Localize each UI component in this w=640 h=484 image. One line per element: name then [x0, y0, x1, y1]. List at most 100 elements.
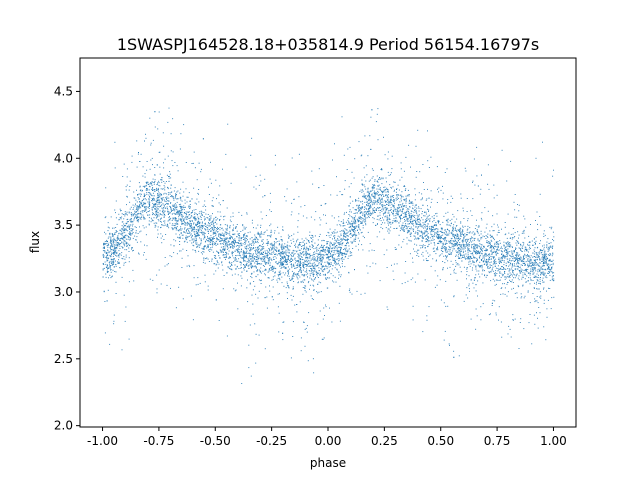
- data-point: [279, 263, 281, 265]
- data-point: [155, 225, 157, 227]
- data-point: [260, 180, 262, 182]
- data-point: [528, 235, 530, 237]
- data-point: [520, 249, 521, 251]
- data-point: [537, 246, 539, 248]
- data-point: [506, 243, 508, 245]
- data-point: [213, 263, 215, 265]
- data-point: [349, 211, 351, 213]
- data-point: [152, 195, 154, 197]
- data-point: [310, 295, 312, 297]
- data-point: [416, 207, 418, 209]
- data-point: [496, 213, 498, 215]
- data-point: [373, 187, 375, 189]
- data-point: [428, 214, 430, 216]
- data-point: [536, 252, 538, 254]
- data-point: [135, 209, 137, 210]
- data-point: [168, 227, 170, 229]
- data-point: [372, 212, 374, 214]
- data-point: [435, 260, 437, 262]
- data-point: [287, 266, 289, 268]
- data-point: [550, 269, 551, 271]
- data-point: [226, 232, 228, 234]
- data-point: [297, 238, 299, 240]
- data-point: [343, 234, 345, 236]
- data-point: [276, 279, 278, 281]
- data-point: [241, 249, 242, 251]
- data-point: [431, 198, 433, 200]
- data-point: [414, 281, 416, 283]
- data-point: [488, 243, 490, 244]
- data-point: [316, 248, 318, 250]
- data-point: [407, 218, 409, 220]
- data-point: [291, 299, 293, 301]
- data-point: [412, 319, 414, 321]
- data-point: [111, 244, 113, 246]
- data-point: [167, 203, 169, 205]
- data-point: [107, 264, 108, 266]
- data-point: [377, 191, 379, 193]
- data-point: [425, 224, 426, 226]
- data-point: [390, 186, 392, 188]
- data-point: [220, 233, 222, 235]
- data-point: [177, 210, 179, 212]
- data-point: [488, 241, 490, 242]
- data-point: [299, 266, 301, 268]
- data-point: [216, 237, 218, 239]
- data-point: [453, 241, 455, 243]
- data-point: [546, 241, 548, 243]
- data-point: [306, 239, 308, 241]
- data-point: [447, 255, 448, 257]
- data-point: [171, 220, 173, 221]
- data-point: [182, 237, 184, 239]
- data-point: [467, 228, 469, 230]
- data-point: [109, 267, 111, 269]
- data-point: [146, 212, 148, 214]
- data-point: [244, 237, 246, 239]
- data-point: [340, 274, 342, 276]
- data-point: [459, 266, 461, 268]
- data-point: [184, 206, 186, 208]
- data-point: [281, 264, 283, 266]
- data-point: [370, 201, 372, 203]
- data-point: [534, 268, 536, 270]
- data-point: [161, 204, 163, 206]
- data-point: [223, 248, 225, 250]
- data-point: [474, 228, 476, 229]
- data-point: [460, 249, 462, 251]
- data-point: [237, 308, 239, 310]
- data-point: [408, 212, 409, 214]
- data-point: [476, 146, 478, 148]
- data-point: [358, 197, 360, 199]
- data-point: [428, 255, 430, 257]
- data-point: [229, 257, 230, 259]
- data-point: [198, 225, 200, 227]
- data-point: [173, 190, 175, 192]
- data-point: [489, 242, 491, 244]
- data-point: [290, 254, 292, 256]
- data-point: [379, 212, 381, 214]
- data-point: [528, 255, 530, 257]
- data-point: [506, 253, 508, 255]
- data-point: [456, 242, 458, 244]
- data-point: [132, 250, 133, 252]
- data-point: [433, 247, 435, 249]
- data-point: [313, 280, 315, 282]
- data-point: [430, 201, 432, 203]
- data-point: [200, 210, 202, 212]
- data-point: [135, 211, 137, 213]
- data-point: [106, 265, 108, 267]
- data-point: [491, 268, 493, 270]
- data-point: [362, 227, 364, 229]
- data-point: [543, 258, 544, 260]
- data-point: [342, 256, 343, 258]
- data-point: [323, 254, 325, 256]
- data-point: [207, 214, 209, 215]
- data-point: [217, 251, 218, 253]
- data-point: [197, 216, 199, 218]
- data-point: [504, 249, 506, 251]
- data-point: [259, 236, 261, 238]
- data-point: [336, 224, 338, 226]
- data-point: [152, 182, 154, 183]
- data-point: [154, 167, 156, 168]
- data-point: [404, 220, 406, 222]
